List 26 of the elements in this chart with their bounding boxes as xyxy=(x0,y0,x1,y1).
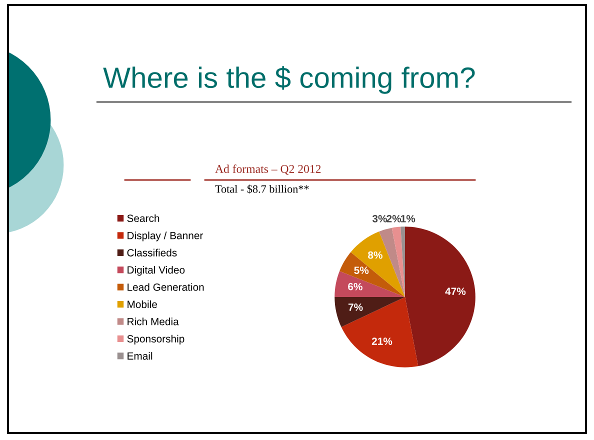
data-label: 2% xyxy=(386,214,402,222)
legend-label: Rich Media xyxy=(128,318,179,326)
text: Total - $8.7 billion** xyxy=(215,184,309,194)
data-label: 7% xyxy=(348,304,363,311)
data-label: 6% xyxy=(348,282,362,290)
legend-label: Classifieds xyxy=(127,248,177,256)
data-label: 3% xyxy=(372,214,387,222)
data-label: 21% xyxy=(372,338,392,345)
chart-title: Where is the $ coming from? xyxy=(103,66,475,94)
pie-slice xyxy=(340,252,405,297)
chart-subtitle: Ad formats – Q2 2012 xyxy=(215,164,321,175)
pie-slice xyxy=(405,226,476,366)
legend-label: Digital Video xyxy=(128,266,185,276)
legend-label: Lead Generation xyxy=(128,283,204,291)
legend-label: Sponsorship xyxy=(127,334,184,345)
legend-label: Mobile xyxy=(128,300,157,308)
pie-slice xyxy=(341,297,418,368)
legend-label: Display / Banner xyxy=(128,232,204,242)
data-label: 5% xyxy=(354,266,369,274)
legend-label: Email xyxy=(128,352,152,360)
legend-label: Search xyxy=(127,214,160,222)
pie-slice xyxy=(334,297,405,327)
data-label: 1% xyxy=(401,215,416,222)
data-label: 47% xyxy=(445,288,466,296)
pie-slice xyxy=(392,226,405,297)
data-label: 8% xyxy=(368,251,382,259)
